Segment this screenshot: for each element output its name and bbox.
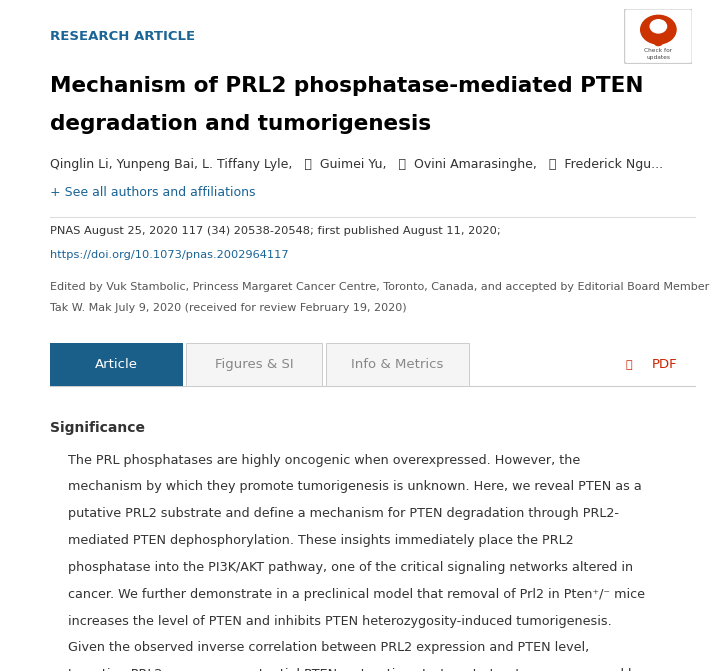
Text: RESEARCH ARTICLE: RESEARCH ARTICLE bbox=[50, 30, 195, 43]
Text: Given the observed inverse correlation between PRL2 expression and PTEN level,: Given the observed inverse correlation b… bbox=[68, 641, 589, 654]
Text: cancer. We further demonstrate in a preclinical model that removal of Prl2 in Pt: cancer. We further demonstrate in a prec… bbox=[68, 588, 645, 601]
Circle shape bbox=[641, 15, 676, 44]
FancyBboxPatch shape bbox=[186, 343, 322, 386]
Text: Edited by Vuk Stambolic, Princess Margaret Cancer Centre, Toronto, Canada, and a: Edited by Vuk Stambolic, Princess Margar… bbox=[50, 282, 710, 293]
Text: putative PRL2 substrate and define a mechanism for PTEN degradation through PRL2: putative PRL2 substrate and define a mec… bbox=[68, 507, 619, 520]
Text: mechanism by which they promote tumorigenesis is unknown. Here, we reveal PTEN a: mechanism by which they promote tumorige… bbox=[68, 480, 642, 493]
Text: Mechanism of PRL2 phosphatase-mediated PTEN: Mechanism of PRL2 phosphatase-mediated P… bbox=[50, 76, 644, 96]
Circle shape bbox=[654, 39, 662, 46]
Text: Article: Article bbox=[95, 358, 138, 371]
Text: + See all authors and affiliations: + See all authors and affiliations bbox=[50, 186, 256, 199]
Text: PNAS August 25, 2020 117 (34) 20538-20548; first published August 11, 2020;: PNAS August 25, 2020 117 (34) 20538-2054… bbox=[50, 226, 501, 236]
Text: PDF: PDF bbox=[652, 358, 677, 371]
Text: mediated PTEN dephosphorylation. These insights immediately place the PRL2: mediated PTEN dephosphorylation. These i… bbox=[68, 534, 574, 547]
Text: phosphatase into the PI3K/AKT pathway, one of the critical signaling networks al: phosphatase into the PI3K/AKT pathway, o… bbox=[68, 561, 633, 574]
Text: Check for: Check for bbox=[644, 48, 672, 53]
FancyBboxPatch shape bbox=[50, 343, 183, 386]
Text: Figures & SI: Figures & SI bbox=[215, 358, 294, 371]
Text: targeting PRL2 serves as a potential PTEN restoration strategy to treat cancers : targeting PRL2 serves as a potential PTE… bbox=[68, 668, 644, 671]
Text: Qinglin Li, Yunpeng Bai, L. Tiffany Lyle,   Ⓡ  Guimei Yu,   Ⓡ  Ovini Amarasinghe: Qinglin Li, Yunpeng Bai, L. Tiffany Lyle… bbox=[50, 158, 663, 170]
Text: increases the level of PTEN and inhibits PTEN heterozygosity-induced tumorigenes: increases the level of PTEN and inhibits… bbox=[68, 615, 611, 627]
Text: The PRL phosphatases are highly oncogenic when overexpressed. However, the: The PRL phosphatases are highly oncogeni… bbox=[68, 454, 580, 466]
Text: Info & Metrics: Info & Metrics bbox=[351, 358, 444, 371]
Text: updates: updates bbox=[647, 54, 670, 60]
Text: degradation and tumorigenesis: degradation and tumorigenesis bbox=[50, 114, 431, 134]
FancyBboxPatch shape bbox=[326, 343, 469, 386]
Circle shape bbox=[650, 19, 667, 33]
Text: 📄: 📄 bbox=[625, 360, 632, 370]
Text: Tak W. Mak July 9, 2020 (received for review February 19, 2020): Tak W. Mak July 9, 2020 (received for re… bbox=[50, 303, 407, 313]
Text: https://doi.org/10.1073/pnas.2002964117: https://doi.org/10.1073/pnas.2002964117 bbox=[50, 250, 289, 260]
FancyBboxPatch shape bbox=[624, 9, 692, 64]
Text: Significance: Significance bbox=[50, 421, 145, 435]
